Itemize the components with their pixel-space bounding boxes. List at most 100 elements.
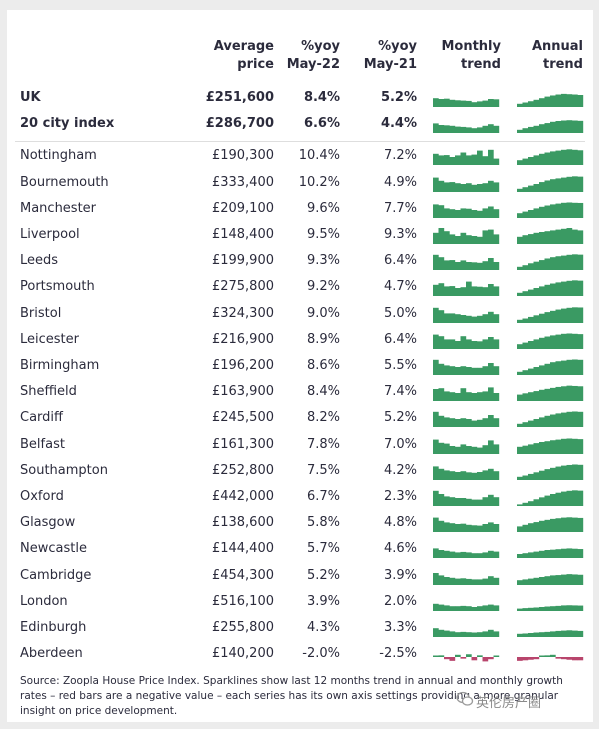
monthly-trend-sparkline-bar — [488, 229, 494, 244]
annual-trend-sparkline-bar — [572, 175, 578, 192]
yoy-may22: 4.3% — [306, 620, 340, 635]
monthly-trend-sparkline-bar — [482, 313, 489, 323]
monthly-trend-sparkline-bar — [433, 517, 439, 533]
monthly-trend-sparkline-bar — [477, 471, 483, 480]
monthly-trend-sparkline — [433, 548, 500, 559]
annual-trend-sparkline-bar — [555, 309, 562, 323]
annual-trend-sparkline-bar — [577, 438, 584, 454]
annual-trend-sparkline-bar — [566, 228, 573, 244]
yoy-may21: 2.0% — [383, 593, 417, 609]
annual-trend-sparkline-bar — [550, 95, 556, 107]
annual-trend-sparkline-bar — [550, 257, 556, 271]
yoy-may22: 8.6% — [306, 358, 340, 373]
annual-trend-sparkline — [517, 490, 584, 506]
monthly-trend-sparkline-bar — [433, 655, 439, 658]
monthly-trend-sparkline-bar — [482, 391, 489, 402]
annual-trend-sparkline-bar — [566, 149, 573, 166]
annual-trend-sparkline-bar — [528, 157, 534, 166]
monthly-trend-sparkline-bar — [471, 632, 478, 637]
monthly-trend-sparkline-bar — [482, 261, 489, 271]
annual-trend-sparkline-bar — [561, 333, 567, 349]
annual-trend-sparkline-bar — [555, 657, 562, 659]
annual-trend-sparkline-bar — [566, 412, 573, 428]
monthly-trend-sparkline-bar — [460, 470, 467, 480]
annual-trend-sparkline-bar — [566, 630, 573, 637]
monthly-trend-sparkline-bar — [471, 184, 478, 192]
annual-trend-sparkline-bar — [533, 499, 540, 506]
annual-trend-sparkline-bar — [522, 657, 529, 661]
monthly-trend-sparkline-bar — [466, 445, 472, 454]
annual-trend-sparkline — [517, 93, 584, 107]
monthly-trend-sparkline-bar — [460, 100, 467, 107]
yoy-may21: 6.4% — [383, 253, 417, 269]
monthly-trend-sparkline-bar — [455, 419, 461, 428]
monthly-trend-sparkline-bar — [438, 204, 445, 218]
annual-trend-sparkline-bar — [522, 265, 529, 271]
yoy-may21: 6.4% — [383, 331, 417, 347]
monthly-trend-sparkline-bar — [460, 152, 467, 166]
source-note: Source: Zoopla House Price Index. Sparkl… — [20, 675, 563, 717]
monthly-trend-sparkline-bar — [449, 260, 456, 271]
annual-trend-sparkline-bar — [561, 630, 567, 637]
table-row: Glasgow £138,600 5.8% 4.8% — [0, 512, 599, 534]
monthly-trend-sparkline-bar — [449, 286, 456, 297]
yoy-may21: 4.4% — [380, 116, 417, 132]
annual-trend-sparkline-bar — [517, 657, 523, 662]
monthly-trend-sparkline-bar — [455, 632, 461, 637]
annual-trend-sparkline-bar — [555, 203, 562, 218]
monthly-trend-sparkline-bar — [471, 236, 478, 244]
monthly-trend-sparkline-bar — [477, 210, 483, 218]
annual-trend-sparkline-bar — [544, 152, 551, 166]
yoy-may21: 5.2% — [380, 90, 417, 105]
annual-trend-sparkline-bar — [550, 388, 556, 402]
annual-trend-sparkline-bar — [555, 518, 562, 533]
annual-trend-sparkline-bar — [577, 307, 584, 323]
annual-trend-sparkline-bar — [533, 522, 540, 533]
monthly-trend-sparkline-bar — [455, 126, 461, 134]
monthly-trend-sparkline-bar — [477, 525, 483, 533]
annual-trend-sparkline-bar — [566, 385, 573, 402]
annual-trend-sparkline — [517, 149, 584, 166]
monthly-trend-sparkline-bar — [493, 393, 500, 402]
monthly-trend-sparkline-bar — [488, 311, 494, 323]
monthly-trend-sparkline-bar — [482, 125, 489, 134]
annual-trend-sparkline-bar — [539, 551, 545, 559]
monthly-trend-sparkline-bar — [444, 417, 450, 428]
monthly-trend-sparkline — [433, 228, 500, 244]
monthly-trend-sparkline-bar — [471, 606, 478, 611]
monthly-trend-sparkline-bar — [482, 524, 489, 533]
annual-trend-sparkline-bar — [561, 202, 567, 218]
annual-trend-sparkline-bar — [544, 311, 551, 323]
city-name: Southampton — [20, 462, 108, 478]
monthly-trend-sparkline-bar — [455, 262, 461, 271]
annual-trend-sparkline-bar — [539, 441, 545, 454]
monthly-trend-sparkline-bar — [482, 182, 489, 192]
annual-trend-sparkline-bar — [517, 371, 523, 375]
monthly-trend-sparkline-bar — [449, 99, 456, 107]
monthly-trend-sparkline-bar — [438, 574, 445, 585]
monthly-trend-sparkline — [433, 466, 500, 480]
monthly-trend-sparkline-bar — [444, 522, 450, 533]
monthly-trend-sparkline-bar — [460, 208, 467, 218]
annual-trend-sparkline-bar — [561, 465, 567, 480]
annual-trend-sparkline-bar — [555, 177, 562, 192]
yoy-may22: 7.5% — [306, 462, 340, 478]
monthly-trend-sparkline-bar — [460, 287, 467, 297]
annual-trend-sparkline-bar — [533, 419, 540, 428]
annual-trend-sparkline-bar — [572, 306, 578, 323]
monthly-trend-sparkline-bar — [482, 418, 489, 428]
monthly-trend-sparkline-bar — [471, 262, 478, 271]
monthly-trend-sparkline-bar — [493, 497, 500, 506]
annual-trend-sparkline-bar — [572, 150, 578, 166]
table-row: Leeds £199,900 9.3% 6.4% — [0, 250, 599, 272]
annual-trend-sparkline-bar — [522, 393, 529, 402]
annual-trend-sparkline-bar — [561, 605, 567, 611]
monthly-trend-sparkline-bar — [493, 577, 500, 585]
annual-trend-sparkline-bar — [533, 551, 540, 559]
monthly-trend-sparkline-bar — [449, 208, 456, 218]
average-price: £442,000 — [211, 489, 274, 504]
annual-trend-sparkline-bar — [577, 630, 584, 637]
city-name: Edinburgh — [20, 620, 87, 635]
annual-trend-sparkline-bar — [572, 202, 578, 218]
monthly-trend-sparkline-bar — [477, 367, 483, 375]
